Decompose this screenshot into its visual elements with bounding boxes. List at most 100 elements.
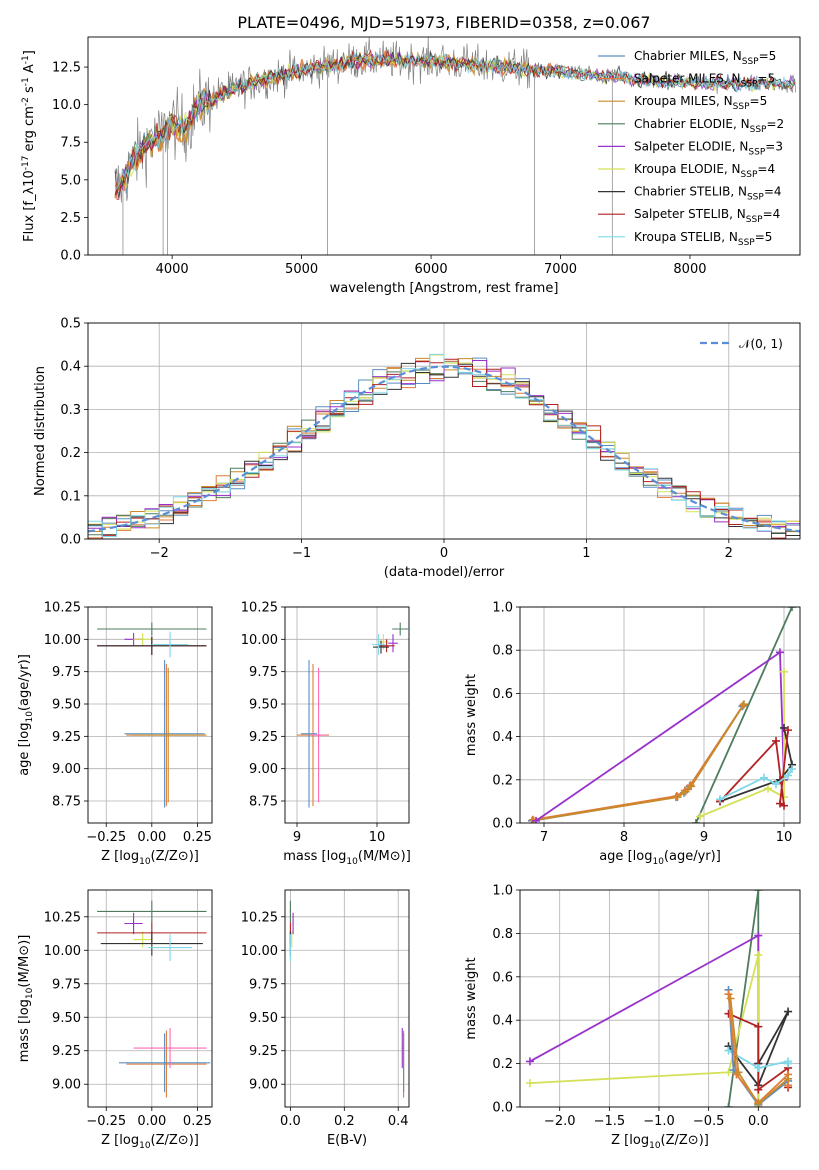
axes-frame bbox=[284, 889, 410, 1108]
x-axis-label: Z [log10(Z/Z⊙)] bbox=[611, 1133, 709, 1151]
x-tick-label: 0.00 bbox=[137, 830, 166, 845]
legend-label: 𝒩(0, 1) bbox=[739, 337, 783, 351]
x-tick-label: 0.0 bbox=[748, 1114, 769, 1129]
y-tick-label: 0.2 bbox=[60, 446, 81, 461]
y-tick-label: 0.0 bbox=[492, 1101, 513, 1116]
y-tick-label: 0.2 bbox=[492, 773, 513, 788]
panel-z-mass: −0.25 0.00 0.25 9.00 9.25 9.50 9.75 10.00 10.25 Z… bbox=[17, 889, 213, 1151]
plus-marker bbox=[754, 951, 763, 960]
plus-marker bbox=[784, 1074, 793, 1083]
y-tick-label: 9.00 bbox=[52, 762, 81, 777]
legend-label: Kroupa ELODIE, NSSP=4 bbox=[634, 162, 775, 180]
y-tick-label: 1.0 bbox=[492, 601, 513, 616]
y-axis-label: mass weight bbox=[464, 674, 479, 756]
y-tick-label: 9.50 bbox=[249, 1011, 278, 1026]
plus-marker bbox=[764, 784, 772, 793]
x-axis-label: wavelength [Angstrom, rest frame] bbox=[330, 281, 559, 296]
plot-area bbox=[289, 900, 405, 1098]
plus-marker bbox=[754, 1022, 763, 1031]
x-tick-label: 6000 bbox=[415, 262, 448, 277]
plus-marker bbox=[696, 812, 704, 821]
x-tick-label: −2.0 bbox=[544, 1114, 576, 1129]
x-tick-label: 2 bbox=[725, 546, 733, 561]
plus-marker bbox=[724, 1046, 733, 1055]
y-tick-label: 0.0 bbox=[60, 533, 81, 548]
y-tick-label: 9.25 bbox=[249, 730, 278, 745]
weight-line bbox=[729, 998, 789, 1106]
plus-marker bbox=[784, 771, 792, 780]
y-tick-label: 12.5 bbox=[52, 61, 81, 76]
plus-marker bbox=[772, 736, 780, 745]
plus-marker bbox=[726, 994, 735, 1003]
axes-frame bbox=[519, 889, 801, 1108]
model-line bbox=[114, 51, 560, 199]
chart-title: PLATE=0496, MJD=51973, FIBERID=0358, z=0… bbox=[237, 13, 650, 32]
plus-marker bbox=[692, 819, 700, 823]
y-tick-label: 1.0 bbox=[492, 884, 513, 899]
y-axis-label: age [log10(age/yr)] bbox=[17, 654, 35, 776]
x-tick-label: 5000 bbox=[285, 262, 318, 277]
x-tick-label: 9 bbox=[293, 830, 301, 845]
axes-frame bbox=[87, 36, 801, 256]
y-tick-label: 9.50 bbox=[52, 1011, 81, 1026]
y-axis-label: mass [log10(M/M⊙)] bbox=[17, 935, 35, 1063]
x-tick-label: 0 bbox=[440, 546, 448, 561]
x-tick-label: 0.0 bbox=[280, 1114, 301, 1129]
x-tick-label: 0.25 bbox=[183, 1114, 212, 1129]
plus-marker bbox=[754, 931, 763, 940]
y-tick-label: 0.3 bbox=[60, 403, 81, 418]
x-tick-label: −0.25 bbox=[86, 830, 126, 845]
y-tick-label: 0.0 bbox=[60, 249, 81, 264]
weight-line bbox=[727, 1011, 789, 1088]
y-tick-label: 9.75 bbox=[249, 665, 278, 680]
y-tick-label: 9.25 bbox=[52, 730, 81, 745]
plot-area bbox=[114, 37, 796, 255]
plus-marker bbox=[724, 990, 733, 999]
plus-marker bbox=[760, 773, 768, 782]
panel-mass-age: 9 10 8.75 9.00 9.25 9.50 9.75 10.00 10.25 mass [l… bbox=[241, 601, 411, 868]
y-tick-label: 8.75 bbox=[249, 795, 278, 810]
model-line bbox=[120, 52, 795, 189]
plus-marker bbox=[673, 793, 682, 802]
y-tick-label: 0.4 bbox=[492, 1014, 513, 1029]
plus-marker bbox=[754, 1063, 763, 1072]
plot-area bbox=[528, 607, 796, 823]
weight-line bbox=[719, 727, 793, 803]
x-tick-label: 4000 bbox=[156, 262, 189, 277]
x-tick-label: −2 bbox=[150, 546, 169, 561]
plus-marker bbox=[724, 1103, 733, 1107]
y-tick-label: 9.25 bbox=[52, 1044, 81, 1059]
legend-label: Salpeter STELIB, NSSP=4 bbox=[634, 207, 780, 225]
x-tick-label: 1 bbox=[582, 546, 590, 561]
normal-curve bbox=[88, 365, 800, 533]
y-tick-label: 0.0 bbox=[492, 817, 513, 832]
axes-frame bbox=[519, 606, 801, 824]
x-tick-label: 0.00 bbox=[137, 1114, 166, 1129]
y-tick-label: 9.75 bbox=[52, 977, 81, 992]
residual-histogram bbox=[88, 362, 800, 536]
y-tick-label: 9.00 bbox=[249, 762, 278, 777]
x-axis-label: Z [log10(Z/Z⊙)] bbox=[101, 1133, 199, 1151]
model-line bbox=[114, 51, 796, 192]
y-tick-label: 8.75 bbox=[52, 795, 81, 810]
weight-line bbox=[695, 607, 793, 823]
plus-marker bbox=[784, 1007, 793, 1016]
y-tick-label: 9.75 bbox=[52, 665, 81, 680]
axes-frame bbox=[87, 889, 213, 1108]
x-tick-label: −1 bbox=[292, 546, 311, 561]
plot-area bbox=[525, 890, 793, 1107]
plus-marker bbox=[784, 1059, 793, 1068]
y-tick-label: 0.4 bbox=[60, 360, 81, 375]
x-tick-label: 0.4 bbox=[388, 1114, 409, 1129]
plot-area bbox=[88, 353, 800, 539]
y-tick-label: 10.00 bbox=[44, 633, 81, 648]
y-tick-label: 10.25 bbox=[44, 910, 81, 925]
x-tick-label: 8 bbox=[620, 830, 628, 845]
legend-label: Salpeter ELODIE, NSSP=3 bbox=[634, 139, 783, 157]
legend-label: Kroupa MILES, NSSP=5 bbox=[634, 94, 767, 112]
x-tick-label: 0.25 bbox=[183, 830, 212, 845]
y-tick-label: 0.4 bbox=[492, 730, 513, 745]
plus-marker bbox=[784, 726, 792, 735]
y-tick-label: 9.75 bbox=[249, 977, 278, 992]
